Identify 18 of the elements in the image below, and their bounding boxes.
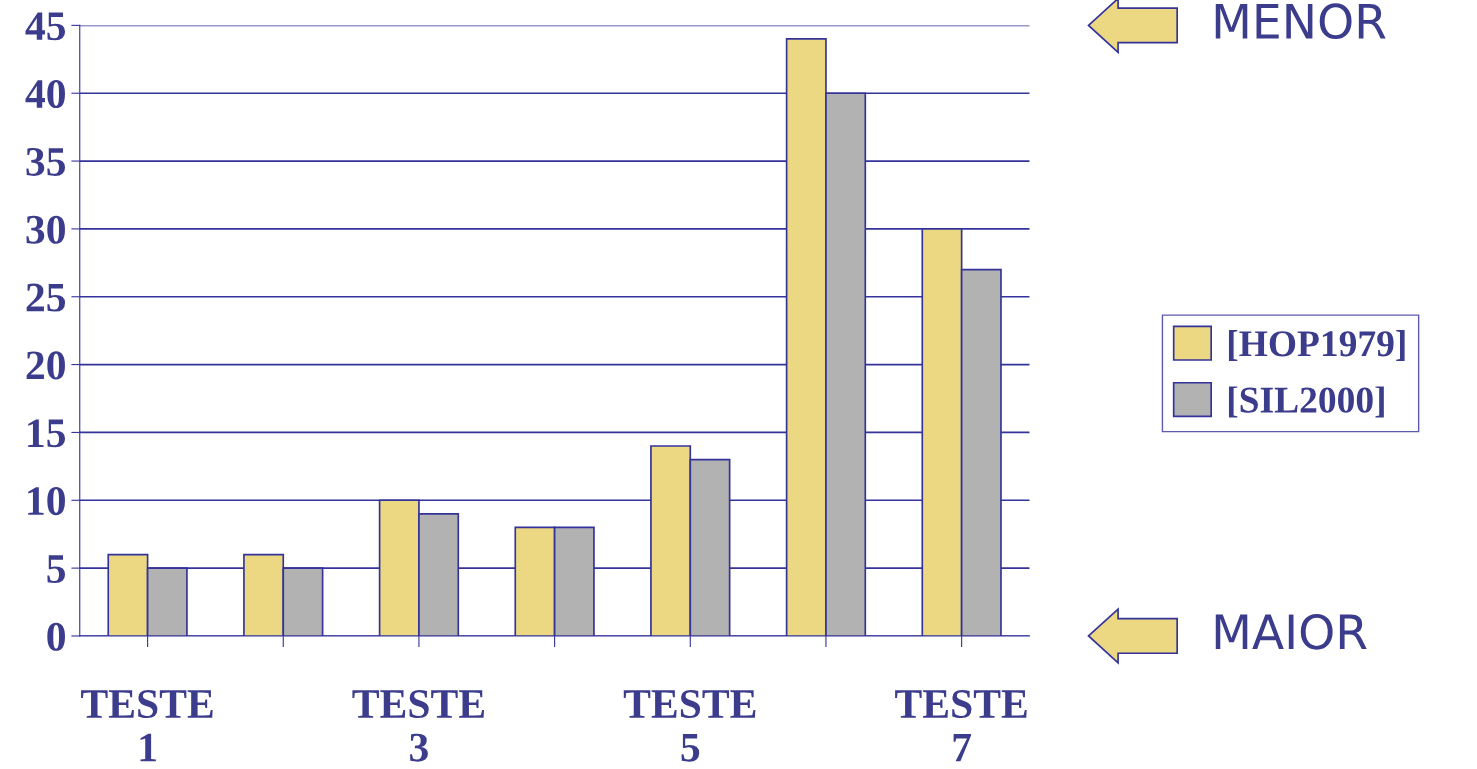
- y-tick-label: 35: [26, 147, 66, 176]
- legend-label: [HOP1979]: [1228, 330, 1405, 362]
- x-tick-label: TESTE 5: [623, 690, 756, 762]
- y-tick-label: 0: [47, 622, 65, 651]
- x-tick-label: TESTE 1: [81, 690, 213, 762]
- y-tick-label: 25: [26, 283, 66, 312]
- y-tick-label: 15: [28, 419, 66, 448]
- y-tick-label: 5: [47, 555, 66, 583]
- legend-label: [SIL2000]: [1228, 386, 1384, 418]
- y-tick-label: 20: [26, 351, 65, 380]
- y-tick-label: 10: [28, 487, 65, 516]
- y-tick-label: 40: [25, 79, 65, 109]
- x-tick-label: TESTE 7: [895, 690, 1027, 762]
- x-tick-label: TESTE 3: [352, 690, 484, 762]
- text: MENOR: [1215, 3, 1386, 40]
- y-tick-label: 30: [26, 215, 65, 244]
- text: MAIOR: [1215, 613, 1367, 650]
- y-tick-label: 45: [25, 12, 66, 41]
